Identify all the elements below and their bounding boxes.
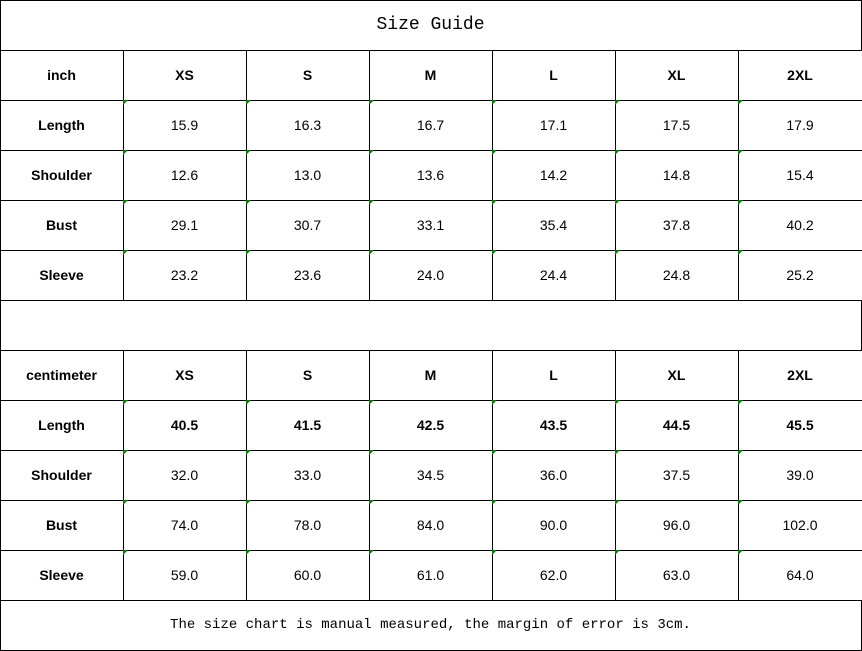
value-cell: 40.5 — [123, 400, 247, 451]
value-cell: 42.5 — [369, 400, 493, 451]
row-label: Shoulder — [0, 450, 124, 501]
value-cell: 24.4 — [492, 250, 616, 301]
value-cell: 24.0 — [369, 250, 493, 301]
value-cell: 13.0 — [246, 150, 370, 201]
value-cell: 37.5 — [615, 450, 739, 501]
row-label: Shoulder — [0, 150, 124, 201]
value-cell: 40.2 — [738, 200, 862, 251]
value-cell: 34.5 — [369, 450, 493, 501]
size-header: M — [369, 350, 493, 401]
row-label: Length — [0, 400, 124, 451]
value-cell: 35.4 — [492, 200, 616, 251]
value-cell: 64.0 — [738, 550, 862, 601]
value-cell: 13.6 — [369, 150, 493, 201]
size-header: M — [369, 50, 493, 101]
value-cell: 63.0 — [615, 550, 739, 601]
value-cell: 14.8 — [615, 150, 739, 201]
size-header: S — [246, 350, 370, 401]
value-cell: 59.0 — [123, 550, 247, 601]
value-cell: 17.5 — [615, 100, 739, 151]
row-label: Length — [0, 100, 124, 151]
value-cell: 39.0 — [738, 450, 862, 501]
page-title: Size Guide — [0, 0, 862, 51]
size-header: S — [246, 50, 370, 101]
value-cell: 23.6 — [246, 250, 370, 301]
value-cell: 84.0 — [369, 500, 493, 551]
value-cell: 16.3 — [246, 100, 370, 151]
size-header: XS — [123, 350, 247, 401]
value-cell: 41.5 — [246, 400, 370, 451]
row-label: Bust — [0, 500, 124, 551]
value-cell: 29.1 — [123, 200, 247, 251]
value-cell: 96.0 — [615, 500, 739, 551]
row-label: Sleeve — [0, 250, 124, 301]
unit-header: centimeter — [0, 350, 124, 401]
value-cell: 43.5 — [492, 400, 616, 451]
value-cell: 30.7 — [246, 200, 370, 251]
unit-header: inch — [0, 50, 124, 101]
size-header: 2XL — [738, 350, 862, 401]
value-cell: 36.0 — [492, 450, 616, 501]
value-cell: 12.6 — [123, 150, 247, 201]
value-cell: 14.2 — [492, 150, 616, 201]
value-cell: 45.5 — [738, 400, 862, 451]
row-label: Bust — [0, 200, 124, 251]
value-cell: 33.1 — [369, 200, 493, 251]
value-cell: 24.8 — [615, 250, 739, 301]
value-cell: 15.9 — [123, 100, 247, 151]
value-cell: 17.9 — [738, 100, 862, 151]
value-cell: 17.1 — [492, 100, 616, 151]
value-cell: 102.0 — [738, 500, 862, 551]
value-cell: 60.0 — [246, 550, 370, 601]
row-label: Sleeve — [0, 550, 124, 601]
value-cell: 90.0 — [492, 500, 616, 551]
value-cell: 44.5 — [615, 400, 739, 451]
value-cell: 74.0 — [123, 500, 247, 551]
spacer-row — [0, 300, 862, 351]
value-cell: 37.8 — [615, 200, 739, 251]
value-cell: 23.2 — [123, 250, 247, 301]
footer-note: The size chart is manual measured, the m… — [0, 600, 862, 651]
size-header: L — [492, 50, 616, 101]
value-cell: 15.4 — [738, 150, 862, 201]
value-cell: 32.0 — [123, 450, 247, 501]
value-cell: 78.0 — [246, 500, 370, 551]
size-header: XL — [615, 50, 739, 101]
size-header: XS — [123, 50, 247, 101]
size-header: XL — [615, 350, 739, 401]
size-header: 2XL — [738, 50, 862, 101]
value-cell: 33.0 — [246, 450, 370, 501]
value-cell: 61.0 — [369, 550, 493, 601]
size-header: L — [492, 350, 616, 401]
value-cell: 62.0 — [492, 550, 616, 601]
value-cell: 16.7 — [369, 100, 493, 151]
value-cell: 25.2 — [738, 250, 862, 301]
